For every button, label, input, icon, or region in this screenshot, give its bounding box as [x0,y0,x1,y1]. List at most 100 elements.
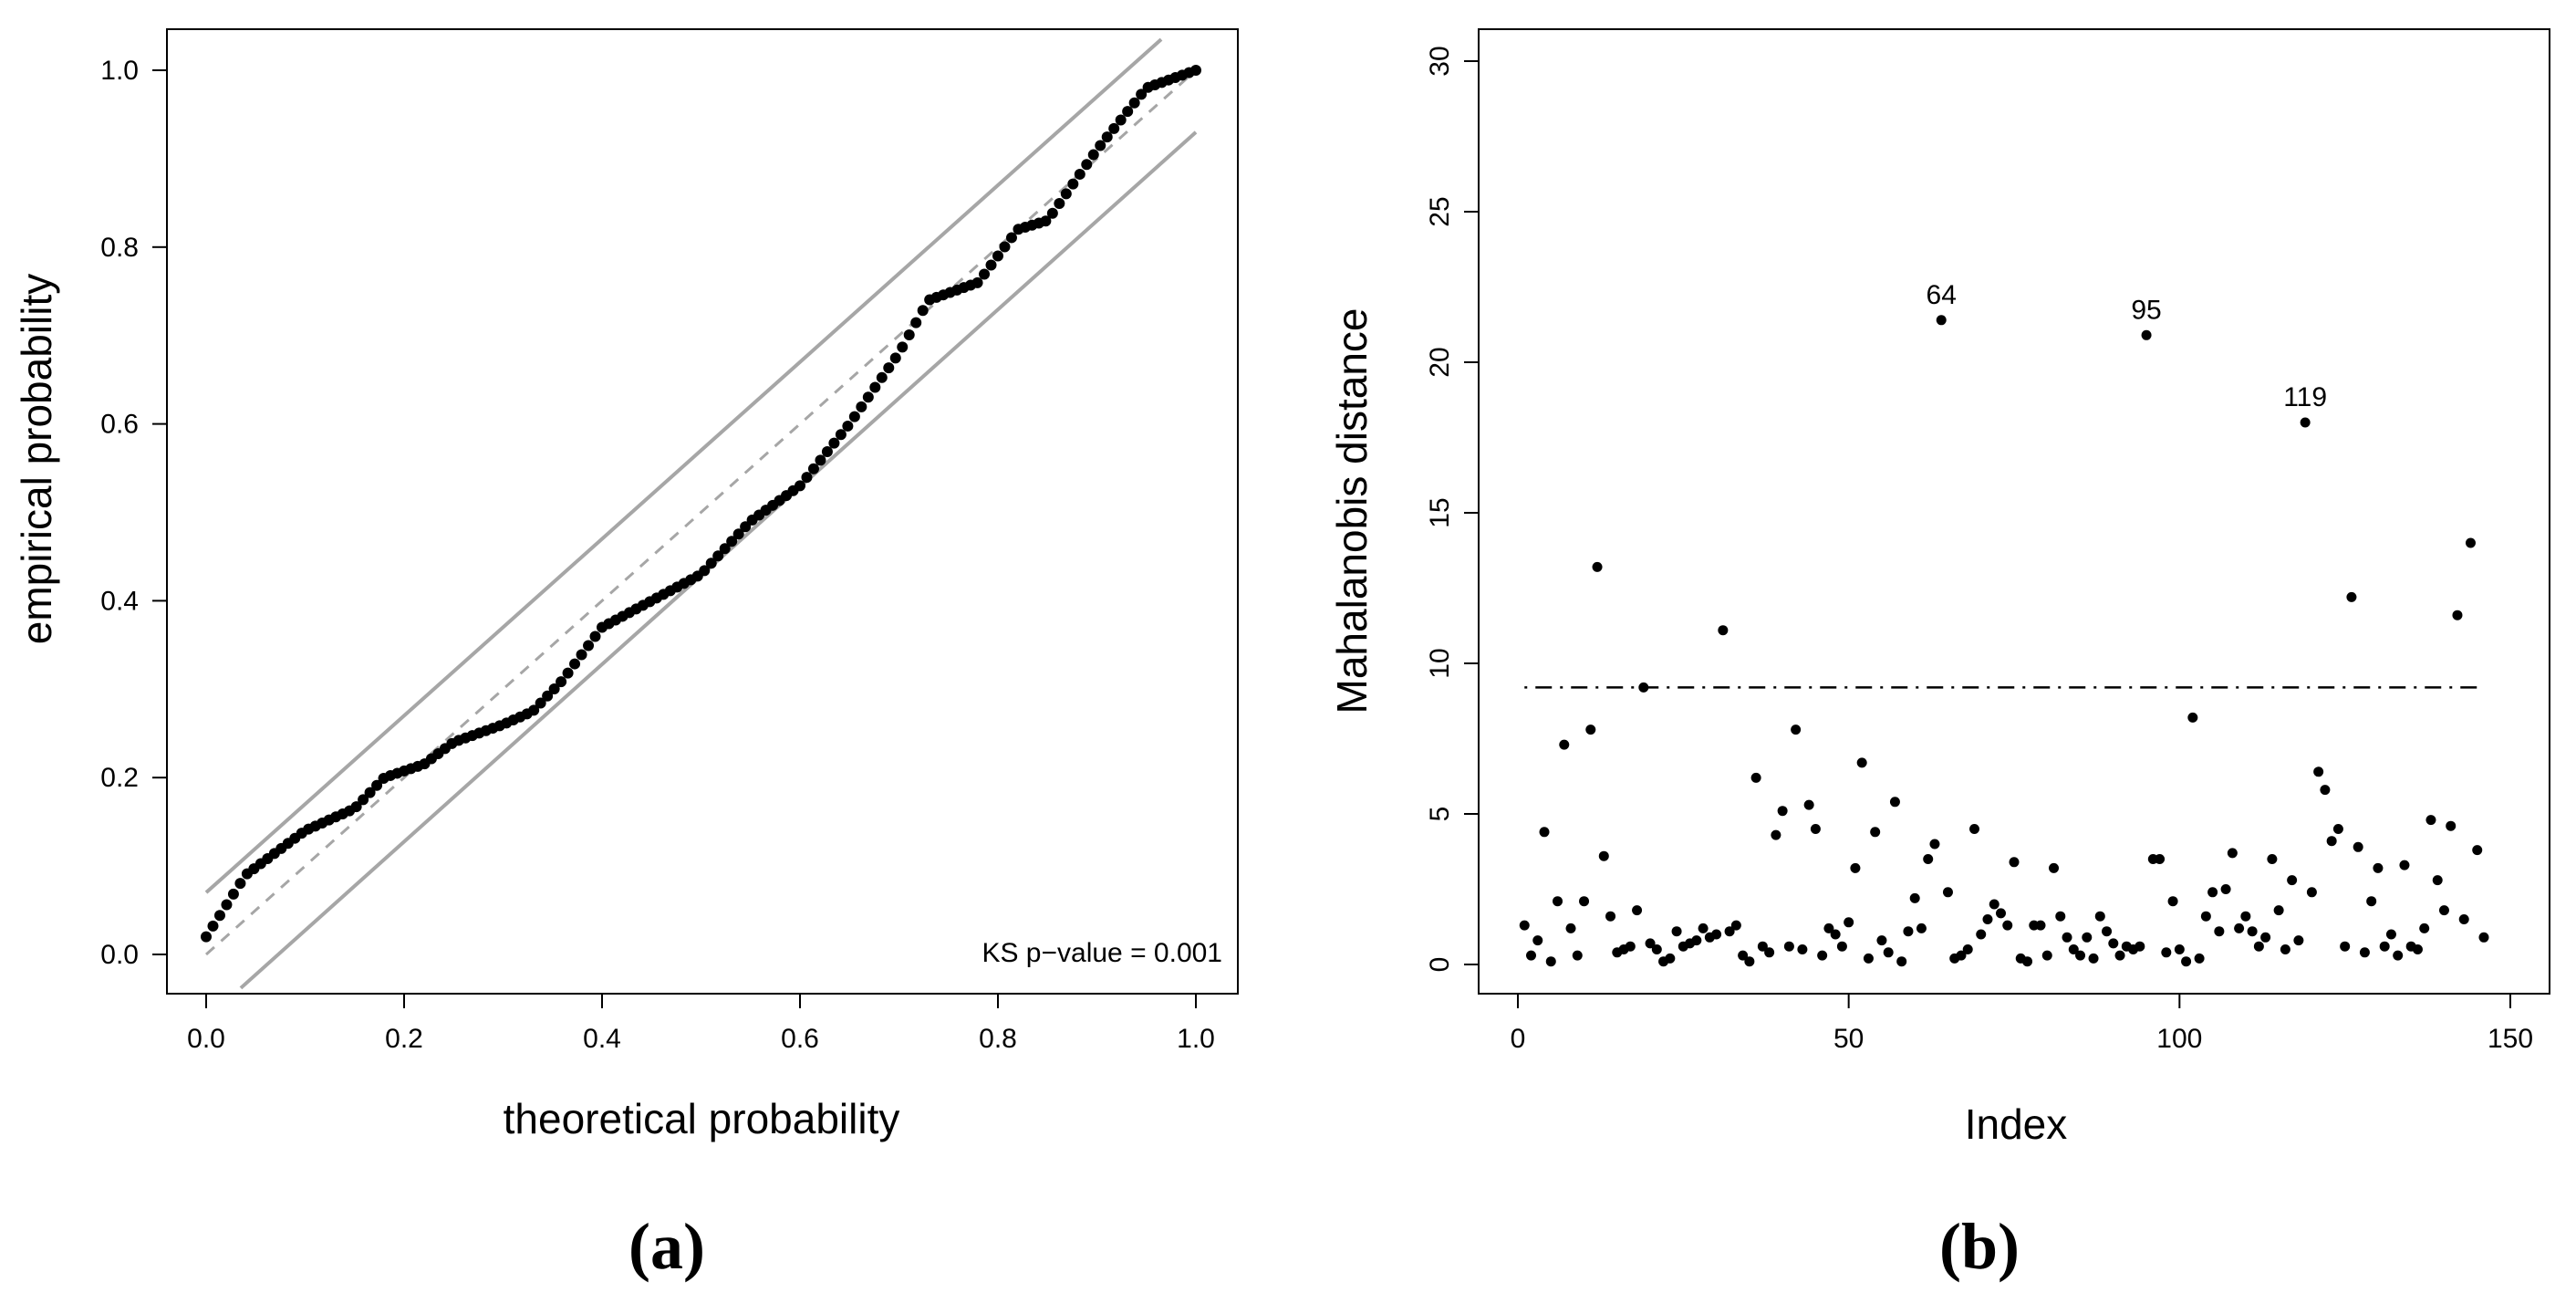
distance-point [1532,935,1543,946]
distance-point [2359,947,2370,958]
ecdf-point [371,779,383,791]
ecdf-point [589,631,601,642]
distance-point [1539,827,1550,838]
ecdf-point [1190,65,1201,76]
distance-point [1810,824,1821,834]
x-tick-label-a: 0.8 [979,1024,1017,1054]
ecdf-point [1081,159,1093,171]
distance-point [2220,884,2231,894]
distance-point [1982,914,1993,924]
distance-point [2114,950,2125,961]
y-tick-label-a: 0.2 [100,763,139,793]
distance-point [2260,932,2271,943]
distance-point [1592,561,1603,572]
distance-point [1744,956,1755,967]
plot-frame-b [1478,28,2550,995]
distance-point [1605,911,1616,922]
ecdf-point [869,381,881,393]
ecdf-point [569,658,581,670]
ecdf-point [842,420,854,432]
ecdf-point [528,704,540,716]
distance-point [1889,797,1900,808]
reference-lines-a [204,37,1198,990]
distance-point [2161,947,2172,958]
ecdf-point [999,241,1011,253]
distance-point [2313,766,2324,777]
distance-point [2320,785,2331,796]
distance-point [1909,892,1920,903]
y-axis-label-b: Mahalanobis distance [1328,308,1376,714]
distance-point [2075,950,2086,961]
distance-point [2267,854,2278,864]
distance-point [2472,845,2483,856]
distance-point [1923,854,1934,864]
x-tick-label-a: 0.0 [187,1024,225,1054]
distance-point [1585,724,1596,735]
ecdf-point [576,649,587,661]
ecdf-point [1005,232,1017,244]
distance-point [2002,920,2013,931]
distance-point [2207,887,2218,898]
outlier-label: 119 [2283,382,2327,412]
y-tick-label-b: 30 [1425,46,1455,76]
ecdf-point [985,259,997,271]
x-axis-label-b: Index [1965,1100,2068,1148]
ecdf-point [883,362,895,374]
ecdf-point [542,690,554,702]
ecdf-point [213,910,225,922]
distance-point [2088,953,2099,964]
ecdf-point [535,697,546,709]
ecdf-point [1136,89,1148,100]
x-axis-b: 0 50 100 150 [1511,993,2533,1054]
distance-point [2340,941,2351,952]
distance-point [1559,739,1570,750]
ecdf-point [828,437,840,449]
distance-point [2240,911,2251,922]
distance-point [2385,929,2396,940]
ecdf-point [699,565,711,577]
ecdf-point [207,920,219,932]
ecdf-point [897,341,909,353]
ecdf-point [1122,106,1134,118]
x-tick-label-a: 0.6 [781,1024,819,1054]
distance-point [2373,862,2384,873]
distance-point [1968,824,1979,834]
ecdf-point [583,640,595,652]
ecdf-point [227,888,239,900]
distance-point [2108,938,2119,949]
y-tick-label-a: 1.0 [100,56,139,86]
ecdf-point [821,446,833,458]
x-tick-label-a: 0.4 [583,1024,621,1054]
distance-point [2293,935,2304,946]
x-axis-a: 0.0 0.2 0.4 0.6 0.8 1.0 [187,993,1215,1054]
distance-point [2035,920,2046,931]
distance-point [2366,896,2377,907]
distance-point [1738,950,1749,961]
distance-point [1598,850,1609,861]
ecdf-point [350,801,362,813]
distance-point [1976,929,1987,940]
distance-point [2438,905,2449,916]
distance-point [1764,947,1775,958]
ecdf-point [876,371,888,383]
x-axis-label-a: theoretical probability [504,1095,900,1142]
distance-point [1724,926,1735,937]
ecdf-point [712,550,724,562]
y-tick-label-b: 15 [1425,497,1455,527]
ecdf-point [1095,140,1106,151]
distance-point [2393,950,2404,961]
points-a [201,65,1201,943]
ecdf-point [221,899,233,911]
x-tick-label-a: 0.2 [385,1024,423,1054]
distance-point [1870,827,1881,838]
distance-point [2194,953,2205,964]
ecdf-point [201,931,212,943]
distance-point [1817,950,1828,961]
distance-point [2452,610,2463,620]
ecdf-point [234,878,246,890]
distance-point [1526,950,1537,961]
distance-point [2009,857,2020,868]
distance-point [2346,591,2357,602]
distance-point [2102,926,2113,937]
ecdf-point [862,391,874,403]
